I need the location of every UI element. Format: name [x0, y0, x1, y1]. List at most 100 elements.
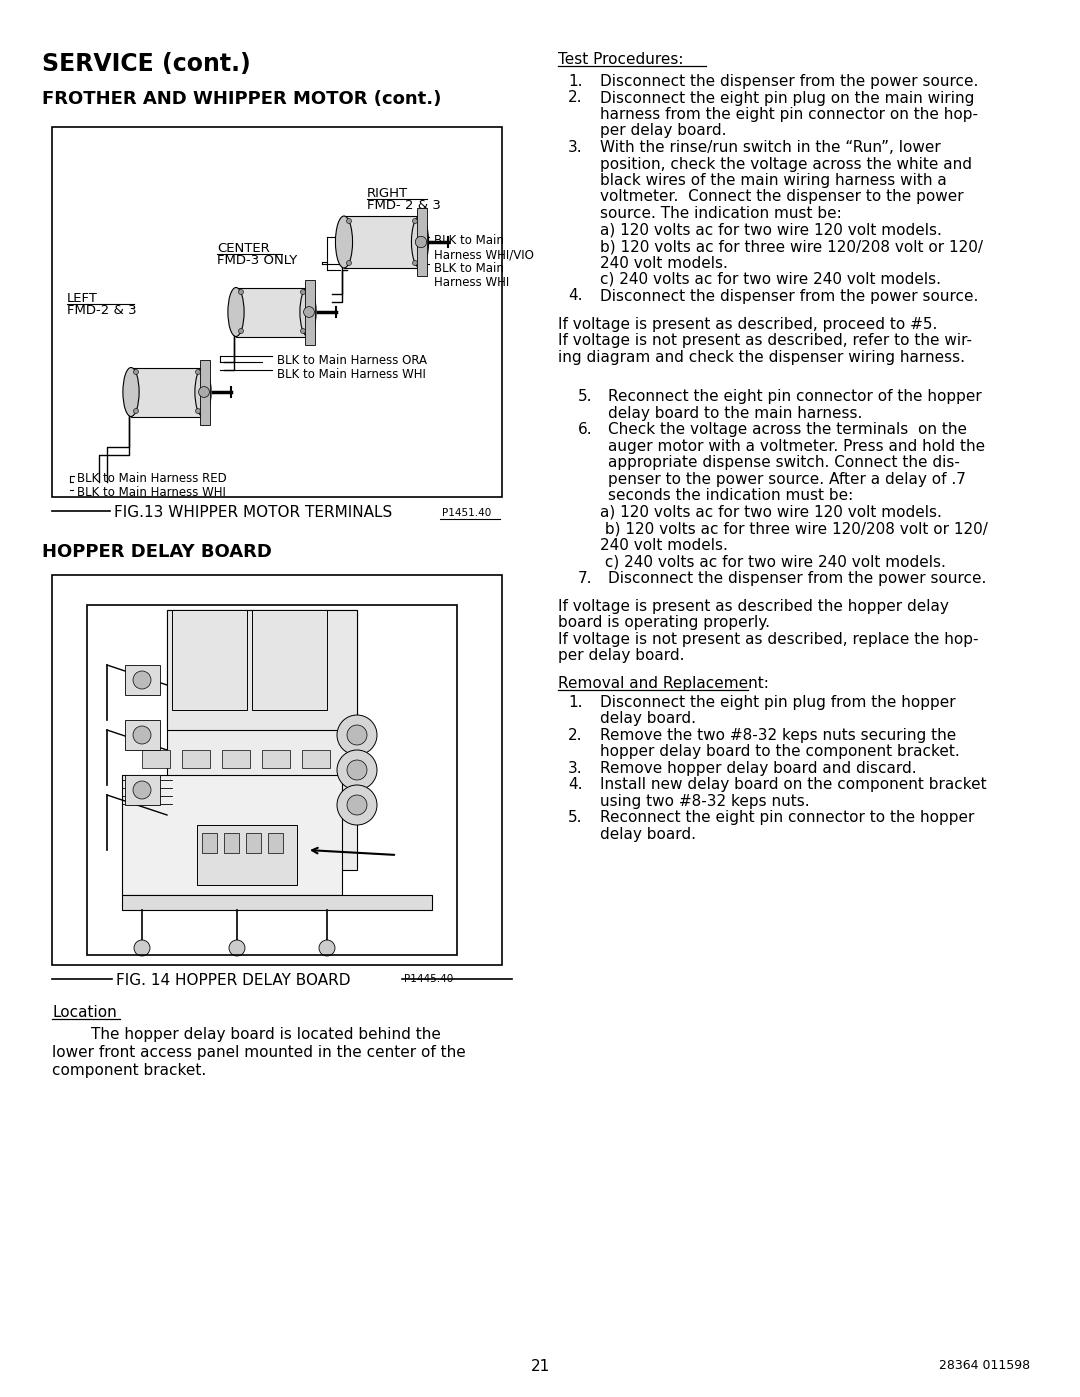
Bar — [417, 208, 427, 277]
Bar — [252, 610, 327, 710]
Text: component bracket.: component bracket. — [52, 1063, 206, 1078]
Text: per delay board.: per delay board. — [558, 648, 685, 664]
Bar — [167, 610, 357, 870]
Circle shape — [133, 781, 151, 799]
Circle shape — [337, 750, 377, 789]
Bar — [237, 288, 308, 337]
Bar — [224, 833, 239, 854]
Text: Disconnect the dispenser from the power source.: Disconnect the dispenser from the power … — [600, 74, 978, 89]
Ellipse shape — [336, 217, 352, 268]
Text: hopper delay board to the component bracket.: hopper delay board to the component brac… — [600, 745, 960, 759]
Text: FMD-2 & 3: FMD-2 & 3 — [67, 305, 137, 317]
Circle shape — [239, 289, 243, 295]
Ellipse shape — [123, 367, 139, 416]
Bar — [52, 127, 502, 497]
Text: 3.: 3. — [568, 140, 582, 155]
Text: BLK to Main Harness WHI: BLK to Main Harness WHI — [276, 367, 426, 381]
Text: Disconnect the dispenser from the power source.: Disconnect the dispenser from the power … — [600, 289, 978, 303]
Text: position, check the voltage across the white and: position, check the voltage across the w… — [600, 156, 972, 172]
Bar — [262, 750, 291, 768]
Text: 21: 21 — [530, 1359, 550, 1375]
Text: If voltage is present as described the hopper delay: If voltage is present as described the h… — [558, 599, 949, 613]
Text: Reconnect the eight pin connector of the hopper: Reconnect the eight pin connector of the… — [608, 390, 982, 404]
Text: delay board.: delay board. — [600, 827, 696, 842]
Text: Disconnect the eight pin plug on the main wiring: Disconnect the eight pin plug on the mai… — [600, 91, 974, 106]
Circle shape — [413, 218, 418, 224]
Text: 28364 011598: 28364 011598 — [939, 1359, 1030, 1372]
Circle shape — [337, 715, 377, 754]
Circle shape — [300, 328, 306, 334]
Bar — [222, 750, 249, 768]
Text: 2.: 2. — [568, 91, 582, 106]
Circle shape — [303, 306, 314, 317]
Text: Harness WHI: Harness WHI — [434, 277, 510, 289]
Bar — [197, 826, 297, 886]
Text: penser to the power source. After a delay of .7: penser to the power source. After a dela… — [608, 472, 966, 486]
Text: harness from the eight pin connector on the hop-: harness from the eight pin connector on … — [600, 108, 978, 122]
Bar — [122, 895, 432, 909]
Circle shape — [199, 387, 210, 397]
Circle shape — [347, 260, 351, 265]
Text: a) 120 volts ac for two wire 120 volt models.: a) 120 volts ac for two wire 120 volt mo… — [600, 222, 942, 237]
Bar — [125, 775, 160, 805]
Text: 1.: 1. — [568, 74, 582, 89]
Text: Reconnect the eight pin connector to the hopper: Reconnect the eight pin connector to the… — [600, 810, 974, 826]
Circle shape — [347, 218, 351, 224]
Bar — [87, 605, 457, 956]
Text: LEFT: LEFT — [67, 292, 98, 305]
Text: BLK to Main: BLK to Main — [434, 263, 504, 275]
Text: If voltage is not present as described, refer to the wir-: If voltage is not present as described, … — [558, 332, 972, 348]
Text: Harness WHI/VIO: Harness WHI/VIO — [434, 249, 534, 261]
Circle shape — [195, 408, 201, 414]
Text: 5.: 5. — [568, 810, 582, 826]
Text: P1445.40: P1445.40 — [404, 974, 454, 983]
Text: a) 120 volts ac for two wire 120 volt models.: a) 120 volts ac for two wire 120 volt mo… — [600, 504, 942, 520]
Bar — [345, 217, 420, 268]
Text: FMD- 2 & 3: FMD- 2 & 3 — [367, 198, 441, 212]
Text: Test Procedures:: Test Procedures: — [558, 52, 684, 67]
Circle shape — [134, 369, 138, 374]
Text: appropriate dispense switch. Connect the dis-: appropriate dispense switch. Connect the… — [608, 455, 960, 471]
Text: ing diagram and check the dispenser wiring harness.: ing diagram and check the dispenser wiri… — [558, 349, 966, 365]
Text: CENTER: CENTER — [217, 242, 270, 256]
Bar — [302, 750, 330, 768]
Bar — [305, 279, 315, 345]
Text: 240 volt models.: 240 volt models. — [600, 256, 728, 271]
Ellipse shape — [411, 217, 429, 268]
Text: b) 120 volts ac for three wire 120/208 volt or 120/: b) 120 volts ac for three wire 120/208 v… — [600, 239, 983, 254]
Text: BLK to Main: BLK to Main — [434, 235, 504, 247]
Text: auger motor with a voltmeter. Press and hold the: auger motor with a voltmeter. Press and … — [608, 439, 985, 454]
Circle shape — [133, 671, 151, 689]
Text: 4.: 4. — [568, 777, 582, 792]
Circle shape — [195, 369, 201, 374]
Text: Removal and Replacement:: Removal and Replacement: — [558, 676, 769, 692]
Circle shape — [319, 940, 335, 956]
Text: FIG. 14 HOPPER DELAY BOARD: FIG. 14 HOPPER DELAY BOARD — [116, 972, 351, 988]
Bar — [122, 775, 342, 895]
Text: source. The indication must be:: source. The indication must be: — [600, 205, 841, 221]
Circle shape — [416, 236, 427, 247]
Text: 2.: 2. — [568, 728, 582, 743]
Text: BLK to Main Harness RED: BLK to Main Harness RED — [77, 472, 227, 485]
Bar — [125, 665, 160, 694]
Bar — [125, 719, 160, 750]
Text: BLK to Main Harness ORA: BLK to Main Harness ORA — [276, 353, 427, 367]
Bar — [52, 576, 502, 965]
Bar — [131, 367, 203, 416]
Text: Disconnect the eight pin plug from the hopper: Disconnect the eight pin plug from the h… — [600, 694, 956, 710]
Bar — [167, 610, 357, 731]
Text: With the rinse/run switch in the “Run”, lower: With the rinse/run switch in the “Run”, … — [600, 140, 941, 155]
Ellipse shape — [228, 288, 244, 337]
Text: c) 240 volts ac for two wire 240 volt models.: c) 240 volts ac for two wire 240 volt mo… — [600, 555, 946, 569]
Text: 3.: 3. — [568, 761, 582, 775]
Text: delay board to the main harness.: delay board to the main harness. — [608, 405, 862, 420]
Text: 1.: 1. — [568, 694, 582, 710]
Circle shape — [337, 785, 377, 826]
Bar — [141, 750, 170, 768]
Circle shape — [239, 328, 243, 334]
Text: Location: Location — [52, 1004, 117, 1020]
Text: Disconnect the dispenser from the power source.: Disconnect the dispenser from the power … — [608, 570, 986, 585]
Text: Remove hopper delay board and discard.: Remove hopper delay board and discard. — [600, 761, 917, 775]
Text: RIGHT: RIGHT — [367, 187, 408, 200]
Text: board is operating properly.: board is operating properly. — [558, 615, 770, 630]
